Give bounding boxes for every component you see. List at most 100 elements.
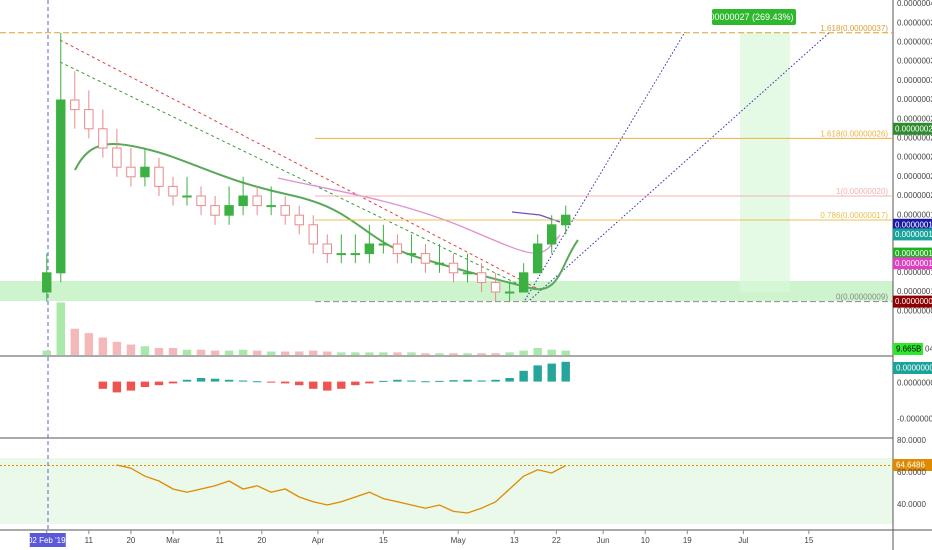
- macd-bar: [351, 381, 360, 386]
- volume-bar: [463, 353, 472, 355]
- macd-bar: [112, 381, 122, 393]
- x-tick-label: 02 Feb '19: [28, 536, 66, 545]
- candle-body: [322, 243, 332, 255]
- x-tick-label: 15: [379, 536, 388, 545]
- fib-label: 0(0.00000009): [836, 293, 888, 302]
- y-tick-label: 0.00000022: [897, 172, 932, 181]
- macd-bar: [154, 381, 164, 386]
- candle-body: [448, 262, 459, 274]
- volume-bar: [309, 350, 318, 355]
- macd-bar: [337, 381, 346, 389]
- volume-bar: [168, 348, 178, 355]
- x-tick-label: Apr: [312, 536, 325, 545]
- macd-bar: [266, 381, 276, 383]
- candle-body: [392, 243, 403, 255]
- x-tick-label: Jun: [597, 536, 610, 545]
- candle-body: [42, 272, 52, 293]
- candle-body: [532, 243, 543, 274]
- price-label: 0.00000009: [895, 297, 932, 306]
- y-tick-label: 0.00000026: [897, 134, 932, 143]
- volume-label-bg: [893, 343, 923, 355]
- volume-bar: [337, 352, 346, 355]
- macd-bar: [224, 379, 234, 382]
- macd-bar: [491, 379, 500, 382]
- x-tick-label: May: [451, 536, 466, 545]
- volume-bar: [323, 351, 332, 355]
- macd-bar: [533, 365, 542, 382]
- price-label: 0.00000014: [895, 249, 932, 258]
- y-tick-label: 0.00000012: [897, 268, 932, 277]
- volume-bar: [547, 349, 556, 355]
- macd-bar: [98, 381, 108, 389]
- volume-bar: [407, 352, 416, 355]
- moving-average: [74, 143, 579, 291]
- macd-bar: [435, 380, 444, 382]
- candle-body: [84, 109, 94, 130]
- volume-bar: [561, 350, 570, 355]
- fib-label: 1.618(0.00000037): [820, 24, 888, 33]
- target-zone: [740, 32, 790, 292]
- candle-body: [112, 147, 122, 168]
- macd-bar: [561, 361, 570, 382]
- rsi-tick-label: 40.0000: [897, 500, 926, 509]
- macd-bar: [196, 378, 206, 382]
- volume-bar: [295, 351, 304, 355]
- macd-bar: [238, 380, 248, 382]
- candle-body: [294, 214, 304, 226]
- macd-bar: [140, 381, 150, 387]
- volume-bar: [70, 328, 80, 355]
- x-tick-label: 11: [216, 536, 225, 545]
- x-tick-label: 22: [552, 536, 561, 545]
- macd-bar: [421, 381, 430, 383]
- price-label-bg: [893, 295, 932, 308]
- candle-body: [196, 195, 206, 207]
- projection-line: [524, 31, 686, 301]
- volume-bar: [84, 333, 94, 355]
- candle-body: [406, 253, 417, 256]
- macd-bar: [393, 379, 402, 382]
- macd-bar: [379, 380, 388, 382]
- macd-bar: [126, 381, 136, 391]
- volume-bar: [42, 350, 51, 355]
- volume-bar: [477, 353, 486, 355]
- candle-body: [561, 214, 571, 226]
- candle-body: [140, 166, 150, 178]
- rsi-band: [0, 458, 893, 524]
- trendline: [59, 61, 521, 286]
- macd-bar: [519, 370, 528, 382]
- macd-bar: [252, 381, 262, 383]
- volume-bar: [449, 353, 458, 355]
- x-tick-label: 15: [804, 536, 813, 545]
- candle-body: [378, 243, 389, 246]
- x-tick-bg: [29, 533, 66, 547]
- macd-bar: [505, 378, 514, 382]
- candle-body: [420, 253, 431, 264]
- volume-bar: [238, 349, 248, 355]
- macd-bar: [463, 379, 472, 382]
- candle-body: [308, 224, 318, 245]
- trendline: [59, 39, 541, 291]
- volume-bar: [533, 348, 542, 355]
- volume-label: 9.665B: [896, 345, 921, 354]
- macd-bar: [547, 363, 556, 382]
- candle-body: [490, 281, 501, 293]
- y-tick-label: 0.00000036: [897, 38, 932, 47]
- x-tick-label: 20: [257, 536, 266, 545]
- x-tick-label: 13: [510, 536, 519, 545]
- price-label: 0.00000017: [895, 230, 932, 239]
- volume-bar: [365, 352, 374, 355]
- volume-bar: [519, 350, 528, 355]
- volume-bar: [154, 348, 164, 355]
- volume-label-tail: 04: [925, 345, 932, 354]
- moving-average: [277, 177, 561, 254]
- price-label-bg: [893, 257, 932, 270]
- volume-bar: [252, 350, 262, 355]
- volume-bar: [491, 353, 500, 355]
- y-tick-label: 0.00000030: [897, 95, 932, 104]
- macd-bar: [182, 379, 192, 382]
- volume-bar: [421, 353, 430, 355]
- x-tick-label: 10: [641, 536, 650, 545]
- candle-body: [210, 205, 220, 216]
